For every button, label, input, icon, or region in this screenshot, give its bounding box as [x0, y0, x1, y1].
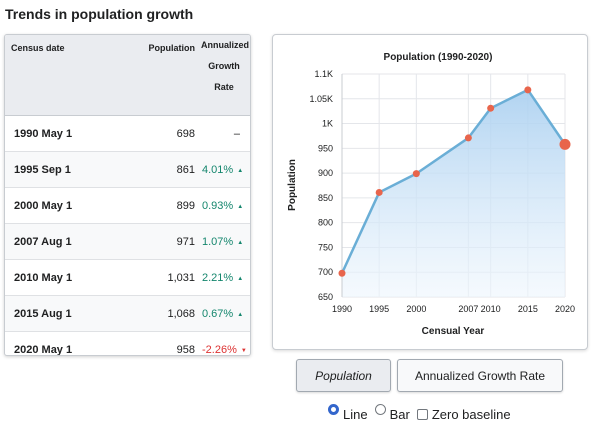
y-tick-label: 850 [318, 193, 333, 203]
data-point [375, 188, 383, 196]
growth-rate-value: 4.01% [202, 163, 234, 176]
y-axis-label: Population [287, 159, 298, 211]
growth-rate-cell: 0.67% ▲ [198, 295, 250, 332]
chart-title: Population (1990-2020) [384, 52, 493, 63]
line-option-label: Line [343, 406, 368, 422]
table-header-row: Census date Population Annualized Growth… [5, 35, 250, 116]
line-option[interactable]: Line [328, 403, 368, 422]
header-growth-rate-line: Growth [208, 61, 240, 71]
population-cell: 899 [118, 187, 198, 224]
data-point [524, 86, 532, 94]
highlighted-data-point [559, 138, 571, 150]
census-date-cell: 2015 Aug 1 [5, 295, 118, 332]
data-point [464, 134, 472, 142]
data-point [412, 170, 420, 178]
census-date-cell: 1990 May 1 [5, 115, 118, 152]
zero-baseline-label: Zero baseline [431, 406, 511, 422]
y-tick-label: 1.1K [314, 69, 333, 79]
x-tick-label: 1990 [332, 304, 352, 314]
header-growth-rate-line: Rate [214, 82, 234, 92]
header-growth-rate-line: Annualized [201, 40, 250, 50]
bar-option[interactable]: Bar [374, 403, 410, 422]
bar-radio[interactable] [374, 403, 386, 415]
table-row: 1995 Sep 1 861 4.01% ▲ [5, 151, 250, 188]
trend-up-icon: ▲ [237, 275, 244, 282]
x-tick-label: 2007 [458, 304, 478, 314]
zero-baseline-checkbox[interactable] [416, 408, 428, 420]
chart-options: Line Bar Zero baseline [328, 403, 518, 425]
growth-rate-cell: – [198, 115, 250, 152]
bar-option-label: Bar [389, 406, 410, 422]
x-tick-label: 2000 [406, 304, 426, 314]
table-body: 1990 May 1 698–1995 Sep 1 861 4.01% ▲ 2000 Ma… [5, 115, 250, 356]
table-row: 2020 May 1 958 -2.26% ▼ [5, 332, 250, 356]
population-cell: 698 [118, 115, 198, 152]
x-tick-label: 1995 [369, 304, 389, 314]
trend-up-icon: ▲ [237, 239, 244, 246]
growth-rate-cell: 1.07% ▲ [198, 223, 250, 260]
census-date-cell: 2007 Aug 1 [5, 223, 118, 260]
trend-up-icon: ▲ [237, 203, 244, 210]
population-cell: 1,068 [118, 295, 198, 332]
y-tick-label: 1K [322, 119, 333, 129]
area-fill [342, 89, 565, 297]
y-tick-label: 800 [318, 218, 333, 228]
table-row: 2015 Aug 1 1,068 0.67% ▲ [5, 295, 250, 332]
population-cell: 971 [118, 223, 198, 260]
y-tick-label: 650 [318, 292, 333, 302]
page-title: Trends in population growth [5, 6, 194, 22]
population-chart: 650 700 750 800 850 900 950 1K 1.05K 1.1K 1990 1995… [287, 52, 575, 337]
trend-up-icon: ▲ [237, 167, 244, 174]
chart-card: 650 700 750 800 850 900 950 1K 1.05K 1.1K 1990 1995… [272, 34, 588, 350]
x-tick-label: 2010 [481, 304, 501, 314]
y-tick-label: 900 [318, 168, 333, 178]
header-growth-rate[interactable]: Annualized Growth Rate [198, 35, 250, 116]
growth-rate-button[interactable]: Annualized Growth Rate [397, 359, 563, 392]
growth-rate-cell: 0.93% ▲ [198, 187, 250, 224]
census-date-cell: 2010 May 1 [5, 259, 118, 296]
trend-down-icon: ▼ [240, 347, 247, 354]
zero-baseline-option[interactable]: Zero baseline [416, 406, 511, 422]
y-tick-label: 1.05K [309, 94, 333, 104]
growth-rate-value: 0.67% [202, 307, 234, 320]
growth-rate-cell: 4.01% ▲ [198, 151, 250, 188]
table-row: 2010 May 1 1,031 2.21% ▲ [5, 259, 250, 296]
population-cell: 1,031 [118, 259, 198, 296]
data-point [338, 269, 346, 277]
header-population[interactable]: Population [118, 35, 198, 116]
y-tick-label: 950 [318, 143, 333, 153]
table-row: 2007 Aug 1 971 1.07% ▲ [5, 223, 250, 260]
census-table-card: Census date Population Annualized Growth… [4, 34, 251, 356]
y-tick-label: 700 [318, 267, 333, 277]
table-row: 1990 May 1 698 – [5, 115, 250, 152]
population-cell: 958 [176, 343, 195, 356]
growth-rate-cell: 2.21% ▲ [198, 259, 250, 296]
x-tick-label: 2020 [555, 304, 575, 314]
growth-rate-value: -2.26% [202, 343, 237, 356]
population-button[interactable]: Population [296, 359, 391, 392]
census-table: Census date Population Annualized Growth… [5, 35, 250, 356]
growth-rate-value: 0.93% [202, 199, 234, 212]
population-cell: 861 [118, 151, 198, 188]
data-point [487, 104, 495, 112]
x-tick-label: 2015 [518, 304, 538, 314]
growth-rate-cell: -2.26% ▼ [198, 332, 250, 356]
table-row: 2000 May 1 899 0.93% ▲ [5, 187, 250, 224]
x-axis-label: Censual Year [422, 326, 485, 337]
census-date-cell: 2000 May 1 [5, 187, 118, 224]
census-date-cell: 1995 Sep 1 [5, 151, 118, 188]
growth-rate-value: 2.21% [202, 271, 234, 284]
trend-up-icon: ▲ [237, 311, 244, 318]
line-radio[interactable] [328, 403, 339, 415]
census-date-cell: 2020 May 1 [14, 343, 73, 356]
growth-rate-value: 1.07% [202, 235, 234, 248]
header-census-date[interactable]: Census date [5, 35, 118, 116]
growth-rate-value: – [233, 127, 240, 140]
y-tick-label: 750 [318, 242, 333, 252]
